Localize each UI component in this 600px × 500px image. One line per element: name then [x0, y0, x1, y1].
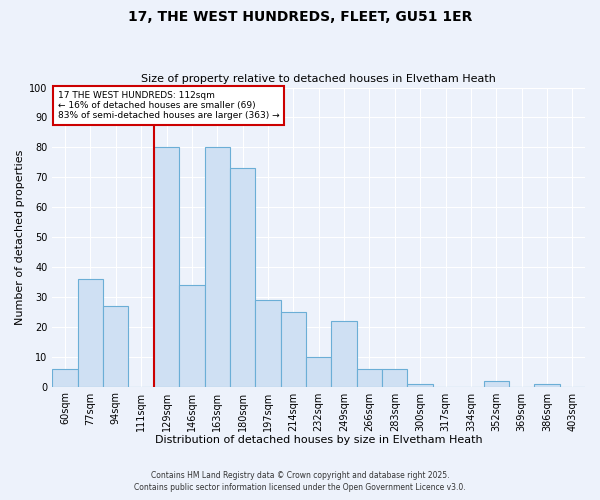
Bar: [306, 356, 331, 386]
Bar: [255, 300, 281, 386]
Bar: [205, 148, 230, 386]
Bar: [331, 321, 357, 386]
Text: 17 THE WEST HUNDREDS: 112sqm
← 16% of detached houses are smaller (69)
83% of se: 17 THE WEST HUNDREDS: 112sqm ← 16% of de…: [58, 90, 280, 120]
Bar: [484, 380, 509, 386]
Bar: [103, 306, 128, 386]
Bar: [281, 312, 306, 386]
Bar: [357, 368, 382, 386]
Title: Size of property relative to detached houses in Elvetham Heath: Size of property relative to detached ho…: [141, 74, 496, 84]
Bar: [534, 384, 560, 386]
Bar: [407, 384, 433, 386]
Text: 17, THE WEST HUNDREDS, FLEET, GU51 1ER: 17, THE WEST HUNDREDS, FLEET, GU51 1ER: [128, 10, 472, 24]
Text: Contains HM Land Registry data © Crown copyright and database right 2025.
Contai: Contains HM Land Registry data © Crown c…: [134, 471, 466, 492]
Bar: [154, 148, 179, 386]
Bar: [382, 368, 407, 386]
Bar: [52, 368, 78, 386]
Bar: [78, 279, 103, 386]
Bar: [230, 168, 255, 386]
X-axis label: Distribution of detached houses by size in Elvetham Heath: Distribution of detached houses by size …: [155, 435, 482, 445]
Bar: [179, 285, 205, 386]
Y-axis label: Number of detached properties: Number of detached properties: [15, 150, 25, 325]
